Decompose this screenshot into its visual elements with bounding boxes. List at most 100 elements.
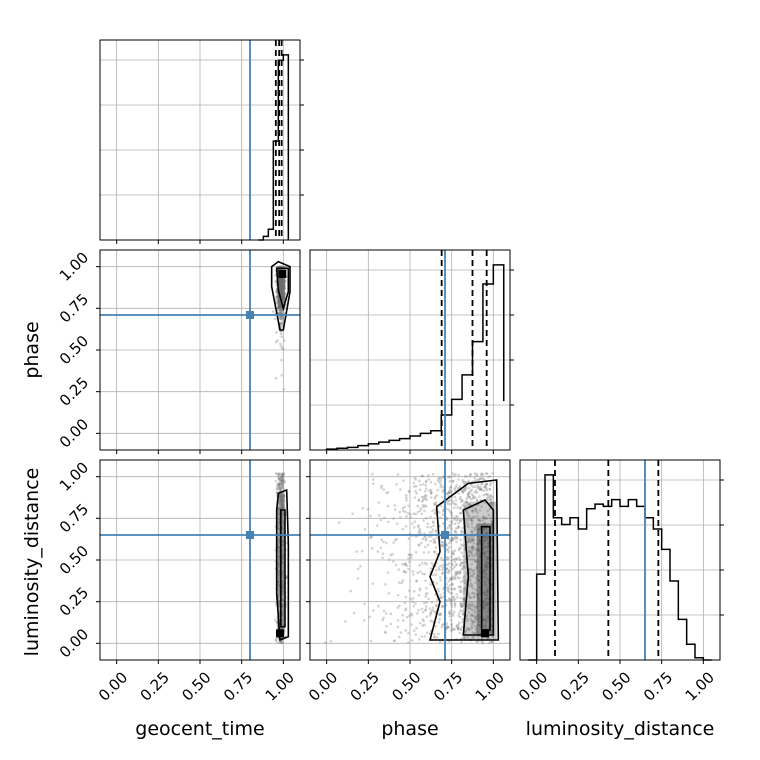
sample-point — [489, 497, 493, 501]
sample-point — [473, 624, 476, 628]
sample-point — [471, 614, 475, 617]
sample-point — [472, 595, 476, 598]
sample-point — [429, 535, 433, 538]
sample-point — [277, 483, 281, 487]
sample-point — [279, 308, 283, 311]
sample-point — [461, 544, 464, 547]
sample-point — [280, 277, 284, 281]
sample-point — [276, 487, 280, 491]
sample-point — [281, 580, 284, 583]
sample-point — [283, 480, 286, 483]
y-axis-label-luminosity-distance: luminosity_distance — [21, 468, 43, 657]
sample-point — [459, 529, 463, 533]
sample-point — [471, 614, 474, 617]
sample-point — [467, 557, 470, 561]
sample-point — [280, 358, 283, 362]
sample-point — [281, 280, 284, 284]
sample-point — [276, 483, 280, 486]
sample-point — [470, 619, 474, 623]
sample-point — [281, 284, 284, 288]
sample-point — [419, 531, 422, 535]
sample-point — [355, 550, 358, 553]
sample-point — [278, 281, 282, 285]
sample-point — [278, 282, 281, 286]
sample-point — [448, 583, 452, 587]
sample-point — [441, 490, 444, 493]
sample-point — [445, 622, 449, 625]
sample-point — [397, 635, 401, 639]
sample-point — [404, 629, 407, 632]
sample-point — [485, 472, 489, 475]
y-tick-label: 1.00 — [56, 458, 92, 494]
sample-point — [448, 612, 452, 615]
sample-point — [477, 617, 480, 621]
sample-point — [449, 566, 452, 569]
sample-point — [472, 591, 475, 595]
sample-point — [281, 282, 285, 285]
sample-point — [483, 575, 487, 579]
sample-point — [412, 604, 416, 608]
sample-point — [277, 299, 281, 302]
sample-point — [279, 480, 283, 484]
sample-point — [281, 578, 284, 582]
sample-point — [324, 641, 327, 644]
sample-point — [422, 505, 425, 509]
sample-point — [278, 283, 282, 287]
sample-point — [280, 309, 284, 312]
sample-point — [476, 615, 480, 619]
sample-point — [412, 512, 416, 516]
sample-point — [484, 516, 487, 520]
sample-point — [467, 602, 471, 606]
sample-point — [453, 602, 457, 605]
sample-point — [448, 578, 452, 581]
sample-point — [282, 291, 285, 294]
sample-point — [476, 560, 479, 563]
sample-point — [489, 481, 493, 485]
sample-point — [424, 545, 427, 549]
sample-point — [281, 294, 284, 298]
x-tick-label: 0.00 — [515, 668, 551, 704]
sample-point — [278, 304, 281, 308]
sample-point — [462, 596, 466, 600]
sample-point — [277, 296, 281, 300]
sample-point — [460, 530, 464, 534]
sample-point — [280, 481, 284, 485]
sample-point — [402, 509, 405, 513]
sample-point — [450, 622, 453, 626]
sample-point — [451, 499, 454, 503]
sample-point — [421, 499, 425, 502]
sample-point — [439, 593, 442, 597]
sample-point — [405, 615, 409, 619]
sample-point — [279, 282, 283, 286]
sample-point — [465, 627, 469, 630]
sample-point — [282, 478, 285, 482]
sample-point — [282, 296, 286, 299]
sample-point — [487, 495, 491, 499]
sample-point — [455, 537, 459, 540]
sample-point — [277, 482, 280, 486]
sample-point — [460, 604, 464, 607]
sample-point — [425, 586, 428, 590]
sample-point — [281, 278, 285, 281]
sample-point — [451, 538, 455, 542]
sample-point — [468, 606, 472, 610]
sample-point — [462, 554, 465, 558]
sample-point — [485, 596, 489, 600]
sample-point — [410, 639, 414, 642]
sample-point — [401, 506, 404, 510]
sample-point — [280, 481, 284, 485]
sample-point — [283, 285, 286, 288]
sample-point — [459, 588, 462, 592]
sample-point — [488, 641, 491, 645]
sample-point — [469, 614, 473, 617]
sample-point — [458, 511, 462, 515]
sample-point — [486, 545, 490, 548]
sample-point — [277, 524, 280, 528]
sample-point — [473, 558, 476, 561]
sample-point — [404, 525, 408, 528]
sample-point — [468, 516, 471, 520]
sample-point — [284, 265, 288, 268]
sample-point — [414, 535, 418, 538]
sample-point — [280, 284, 284, 288]
sample-point — [276, 483, 280, 487]
